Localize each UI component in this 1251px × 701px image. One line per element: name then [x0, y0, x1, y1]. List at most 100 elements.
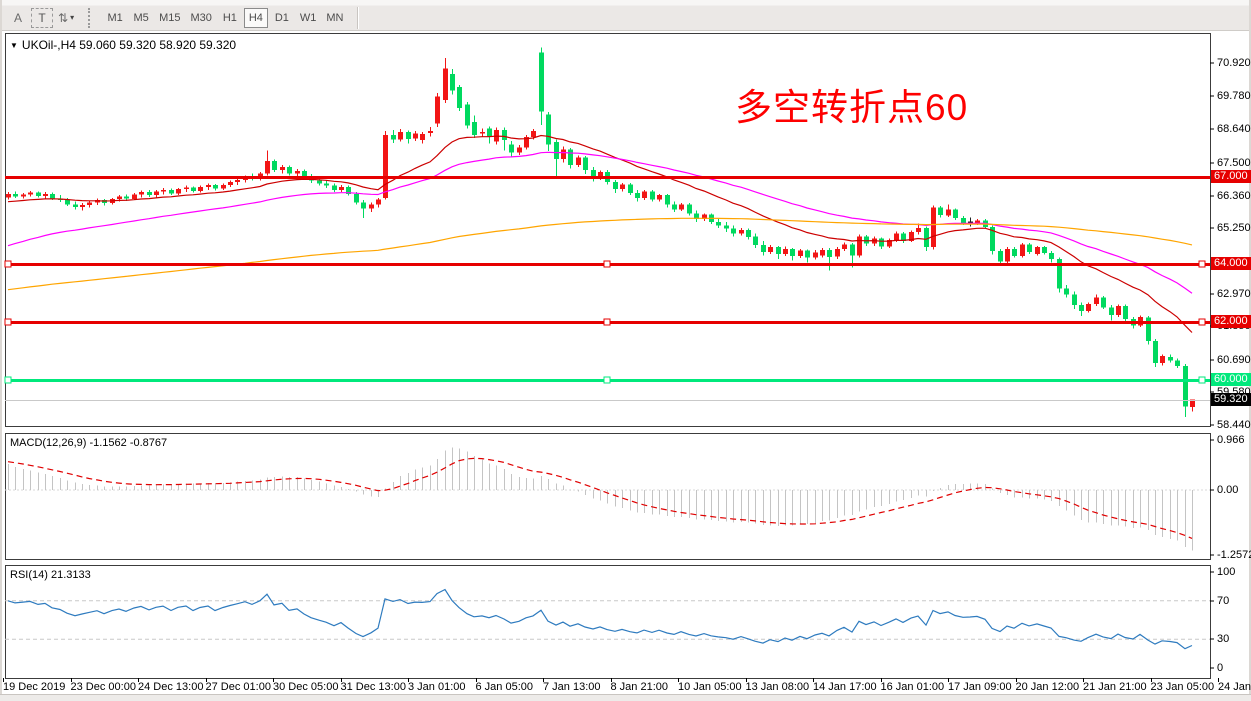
date-axis-label: 19 Dec 2019	[3, 681, 66, 693]
macd-bar	[1088, 490, 1089, 523]
candle-body	[1049, 253, 1054, 259]
macd-bar	[415, 469, 416, 490]
candle-body	[1072, 294, 1077, 306]
macd-bar	[215, 483, 216, 490]
date-axis-label: 14 Jan 17:00	[813, 681, 877, 693]
timeframe-button-group: M1 M5 M15 M30 H1 H4 D1 W1 MN	[102, 7, 348, 28]
hline-handle[interactable]	[4, 376, 12, 384]
timeframe-button-m5[interactable]: M5	[129, 8, 153, 28]
macd-bar	[711, 490, 712, 521]
macd-bar	[8, 464, 9, 490]
hline-handle[interactable]	[4, 260, 12, 268]
macd-bar	[585, 490, 586, 495]
timeframe-button-h4[interactable]: H4	[243, 7, 268, 28]
cursor-tool-button[interactable]: A	[7, 8, 29, 28]
macd-bar	[245, 480, 246, 490]
hline-handle[interactable]	[1198, 260, 1206, 268]
macd-bar	[963, 483, 964, 490]
hline-handle[interactable]	[1198, 318, 1206, 326]
candle-body	[235, 179, 240, 183]
candle-body	[953, 209, 958, 219]
toolbar-grip[interactable]	[88, 7, 94, 28]
candle-body	[6, 193, 11, 198]
hline-handle[interactable]	[603, 260, 611, 268]
candle-body	[790, 248, 795, 256]
macd-bar	[770, 490, 771, 526]
candle-body	[13, 193, 18, 197]
candle-body	[502, 130, 507, 140]
macd-bar	[97, 485, 98, 490]
candle-body	[198, 187, 203, 191]
macd-bar	[977, 483, 978, 490]
candle-body	[50, 193, 55, 199]
candle-body	[1123, 306, 1128, 320]
macd-bar	[141, 485, 142, 490]
candle-body	[1160, 356, 1165, 364]
candle-body	[864, 236, 869, 244]
hline-67.000[interactable]	[5, 176, 1210, 179]
candle-body	[1027, 244, 1032, 252]
macd-bar	[755, 490, 756, 524]
macd-bar	[615, 490, 616, 507]
price-axis-label: 67.500	[1217, 157, 1251, 169]
timeframe-button-m15[interactable]: M15	[155, 8, 184, 28]
macd-bar	[948, 485, 949, 490]
chart-annotation-text[interactable]: 多空转折点60	[735, 87, 969, 128]
macd-bar	[896, 490, 897, 502]
candle-body	[65, 200, 70, 205]
macd-bar	[496, 465, 497, 490]
macd-bar	[1103, 490, 1104, 524]
macd-bar	[60, 478, 61, 490]
candle-body	[539, 52, 544, 112]
price-axis-label: 66.360	[1217, 190, 1251, 202]
macd-bar	[452, 447, 453, 490]
date-axis-label: 24 Jan 13:00	[1218, 681, 1251, 693]
hline-price-badge: 62.000	[1211, 315, 1251, 328]
arrows-tool-button[interactable]: ⇅ ▾	[55, 8, 77, 28]
symbol-dropdown-icon[interactable]: ▼	[10, 41, 18, 50]
hline-handle[interactable]	[603, 318, 611, 326]
hline-handle[interactable]	[603, 376, 611, 384]
hline-handle[interactable]	[4, 318, 12, 326]
macd-bar	[23, 469, 24, 490]
candle-body	[628, 184, 633, 193]
candle-body	[879, 238, 884, 247]
candle-body	[524, 137, 529, 148]
macd-axis-label: 0.00	[1217, 484, 1239, 496]
timeframe-button-mn[interactable]: MN	[322, 8, 347, 28]
candle-body	[1079, 305, 1084, 311]
candle-body	[820, 250, 825, 256]
candle-body	[324, 183, 329, 186]
hline-handle[interactable]	[1198, 376, 1206, 384]
macd-bar	[223, 482, 224, 490]
timeframe-button-h1[interactable]: H1	[218, 8, 242, 28]
candle-body	[1042, 247, 1047, 253]
macd-bar	[593, 490, 594, 499]
text-tool-button[interactable]: T	[31, 7, 53, 28]
macd-bar	[1192, 490, 1193, 551]
candle-body	[420, 134, 425, 140]
candle-body	[568, 149, 573, 165]
candle-body	[457, 87, 462, 108]
macd-bar	[75, 482, 76, 490]
candle-body	[916, 227, 921, 233]
timeframe-button-m30[interactable]: M30	[186, 8, 215, 28]
candle-body	[768, 247, 773, 252]
macd-bar	[548, 478, 549, 490]
date-axis-label: 10 Jan 05:00	[678, 681, 742, 693]
timeframe-button-w1[interactable]: W1	[296, 8, 321, 28]
candle-body	[746, 229, 751, 237]
date-axis-label: 30 Dec 05:00	[273, 681, 339, 693]
candle-body	[450, 74, 455, 91]
timeframe-button-m1[interactable]: M1	[103, 8, 127, 28]
macd-bar	[837, 490, 838, 519]
doji-cross	[968, 221, 973, 223]
candle-body	[287, 166, 292, 174]
candle-body	[835, 248, 840, 257]
macd-bar	[933, 490, 934, 492]
price-axis-label: 65.250	[1217, 222, 1251, 234]
macd-bar	[1118, 490, 1119, 526]
candle-body	[946, 209, 951, 216]
timeframe-button-d1[interactable]: D1	[270, 8, 294, 28]
macd-bar	[1074, 490, 1075, 516]
